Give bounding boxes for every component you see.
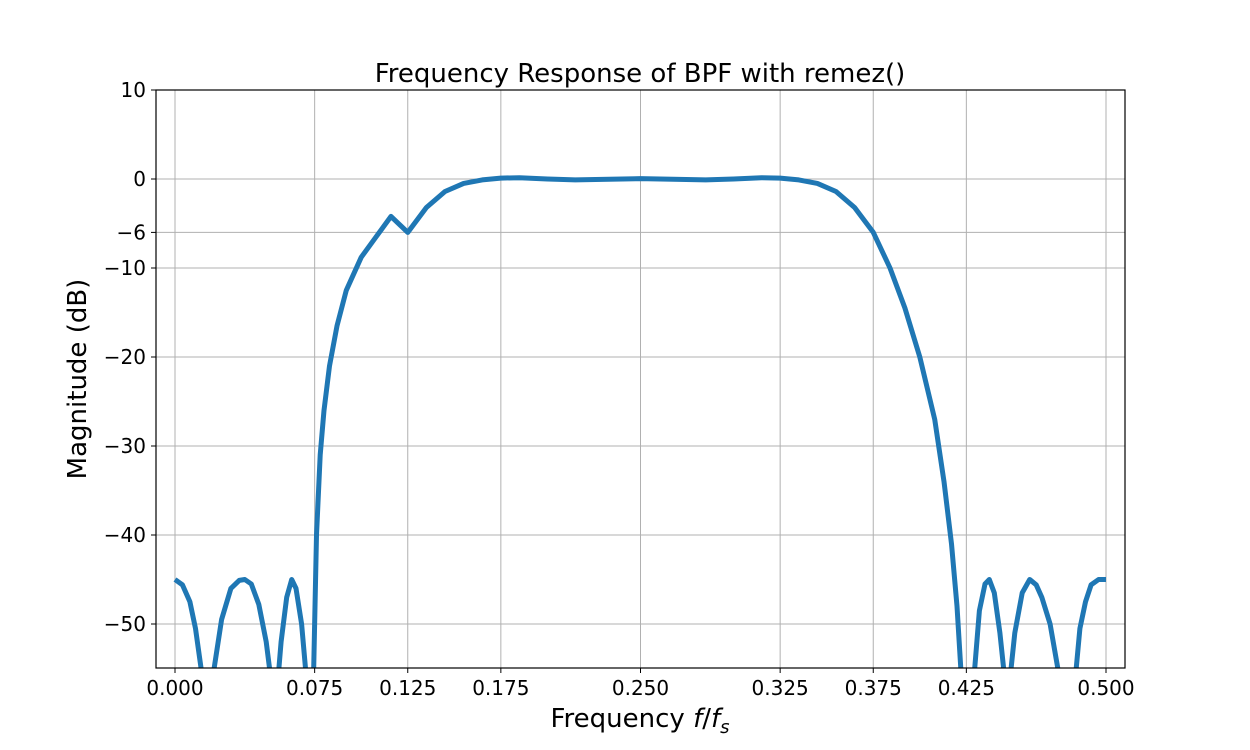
y-tick-label: −6 [117, 220, 146, 244]
y-tick-label: −20 [104, 345, 146, 369]
x-axis-label: Frequency f/fs [550, 704, 729, 738]
y-tick-label: −50 [104, 612, 146, 636]
x-tick-label: 0.500 [1077, 676, 1134, 700]
y-axis-label: Magnitude (dB) [63, 279, 93, 480]
x-axis-ticks: 0.000 0.075 0.125 0.175 0.250 0.325 0.375 0.425… [146, 668, 1135, 700]
y-tick-label: −10 [104, 256, 146, 280]
x-tick-label: 0.125 [379, 676, 436, 700]
chart-title: Frequency Response of BPF with remez() [375, 59, 906, 89]
frequency-response-line [173, 175, 1106, 668]
x-tick-label: 0.250 [612, 676, 669, 700]
y-tick-label: 10 [121, 78, 146, 102]
x-tick-label: 0.375 [845, 676, 902, 700]
y-axis-ticks: 10 0 −6 −10 −20 −30 −40 −50 [104, 78, 156, 636]
y-tick-label: −40 [104, 523, 146, 547]
x-tick-label: 0.175 [472, 676, 529, 700]
y-tick-label: −30 [104, 434, 146, 458]
x-tick-label: 0.075 [286, 676, 343, 700]
x-tick-label: 0.325 [752, 676, 809, 700]
x-tick-label: 0.425 [938, 676, 995, 700]
grid-lines [156, 89, 1125, 668]
y-tick-label: 0 [133, 167, 146, 191]
x-tick-label: 0.000 [146, 676, 203, 700]
